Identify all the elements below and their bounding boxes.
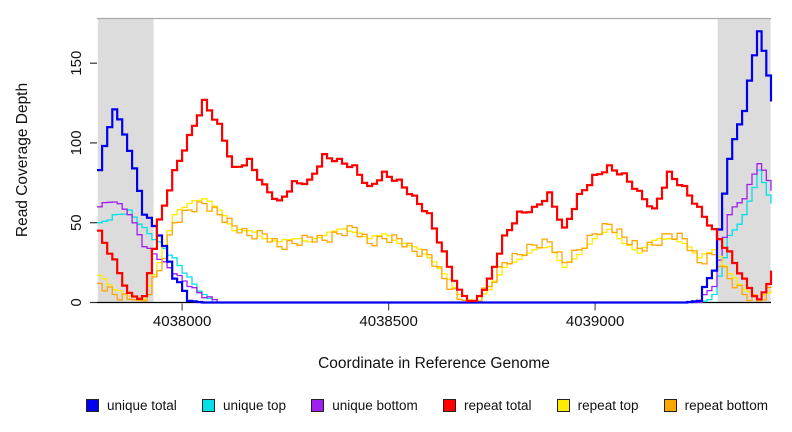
legend-item-repeat-bottom: repeat bottom: [663, 397, 768, 413]
y-tick-label: 50: [68, 214, 85, 231]
x-tick-label: 4038500: [359, 313, 417, 330]
y-tick-label: 150: [68, 51, 85, 76]
legend-swatch-repeat-bottom: [663, 398, 677, 412]
legend-swatch-repeat-top: [556, 398, 570, 412]
legend-label: repeat top: [577, 397, 639, 413]
legend-item-repeat-top: repeat top: [556, 397, 639, 413]
x-tick-label: 4039000: [566, 313, 624, 330]
y-tick-label: 100: [68, 130, 85, 155]
series-line-unique-bottom: [97, 163, 772, 304]
legend-item-unique-top: unique top: [201, 397, 287, 413]
series-line-repeat-total: [97, 98, 773, 303]
legend-item-unique-total: unique total: [86, 398, 177, 413]
legend-label: unique total: [107, 397, 177, 413]
legend-label: repeat bottom: [684, 397, 768, 413]
shaded-region: [97, 18, 154, 303]
shaded-region: [717, 18, 771, 303]
series-line-unique-total: [97, 30, 773, 304]
x-axis-label: Coordinate in Reference Genome: [318, 355, 550, 372]
chart-legend: unique total unique top unique bottom repea…: [86, 393, 768, 417]
x-tick-label: 4038000: [153, 313, 211, 330]
legend-swatch-unique-total: [86, 398, 99, 412]
legend-swatch-unique-bottom: [311, 398, 325, 412]
y-tick-label: 0: [68, 298, 85, 306]
legend-swatch-repeat-total: [442, 398, 456, 412]
legend-item-repeat-total: repeat total: [442, 397, 532, 413]
legend-label: repeat total: [463, 397, 532, 413]
y-axis-label: Read Coverage Depth: [14, 83, 31, 237]
series-line-repeat-top: [97, 198, 772, 304]
series-line-repeat-bottom: [97, 201, 772, 304]
legend-item-unique-bottom: unique bottom: [311, 398, 418, 413]
series-line-unique-top: [97, 169, 772, 304]
legend-label: unique top: [222, 397, 287, 413]
legend-label: unique bottom: [332, 397, 418, 413]
legend-swatch-unique-top: [201, 398, 215, 412]
